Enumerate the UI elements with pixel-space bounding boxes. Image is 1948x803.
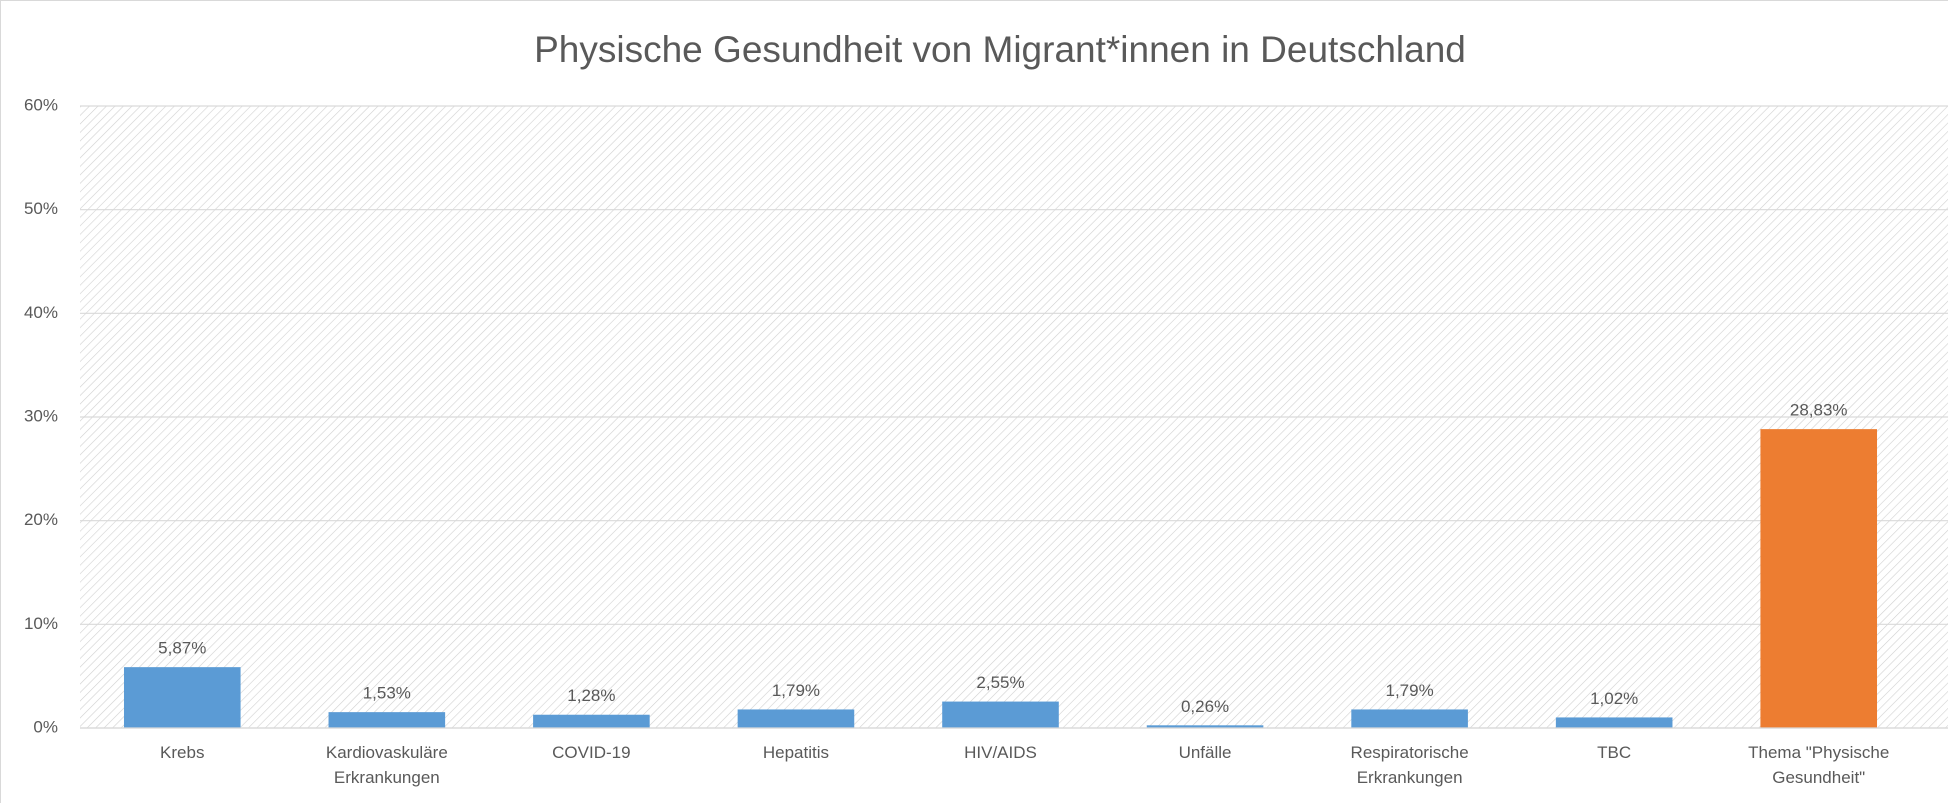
y-tick-label: 50% xyxy=(24,199,58,218)
bar xyxy=(123,667,241,728)
data-label: 1,79% xyxy=(1386,681,1434,700)
data-label: 2,55% xyxy=(976,673,1024,692)
bar xyxy=(1760,429,1878,728)
x-tick-label: Hepatitis xyxy=(762,743,829,762)
y-tick-label: 10% xyxy=(24,614,58,633)
data-label: 5,87% xyxy=(158,639,206,658)
x-tick-label: Respiratorische Erkrankungen xyxy=(1350,743,1469,787)
bar xyxy=(1146,725,1264,728)
x-tick-label: Thema "Physische Gesundheit" xyxy=(1748,743,1890,787)
y-tick-label: 60% xyxy=(24,95,58,114)
bar xyxy=(737,709,855,728)
data-label: 1,28% xyxy=(567,686,615,705)
y-tick-label: 40% xyxy=(24,303,58,322)
x-tick-label: TBC xyxy=(1597,743,1632,762)
y-tick-label: 30% xyxy=(24,406,58,425)
data-label: 1,02% xyxy=(1590,689,1638,708)
data-label: 28,83% xyxy=(1790,401,1848,420)
bar xyxy=(1555,717,1673,728)
x-tick-label: Krebs xyxy=(160,743,205,762)
y-tick-label: 20% xyxy=(24,510,58,529)
data-label: 1,79% xyxy=(772,681,820,700)
x-tick-label: Kardiovaskuläre Erkrankungen xyxy=(325,743,448,787)
bar xyxy=(942,701,1059,728)
x-tick-label: HIV/AIDS xyxy=(964,743,1037,762)
bar xyxy=(1351,709,1468,728)
bar xyxy=(533,714,650,728)
x-tick-label: COVID-19 xyxy=(552,743,631,762)
y-tick-label: 0% xyxy=(33,717,58,736)
bar xyxy=(328,712,446,728)
x-tick-label: Unfälle xyxy=(1178,743,1232,762)
data-label: 0,26% xyxy=(1181,697,1229,716)
data-label: 1,53% xyxy=(363,684,411,703)
chart-title: Physische Gesundheit von Migrant*innen i… xyxy=(534,29,1466,70)
